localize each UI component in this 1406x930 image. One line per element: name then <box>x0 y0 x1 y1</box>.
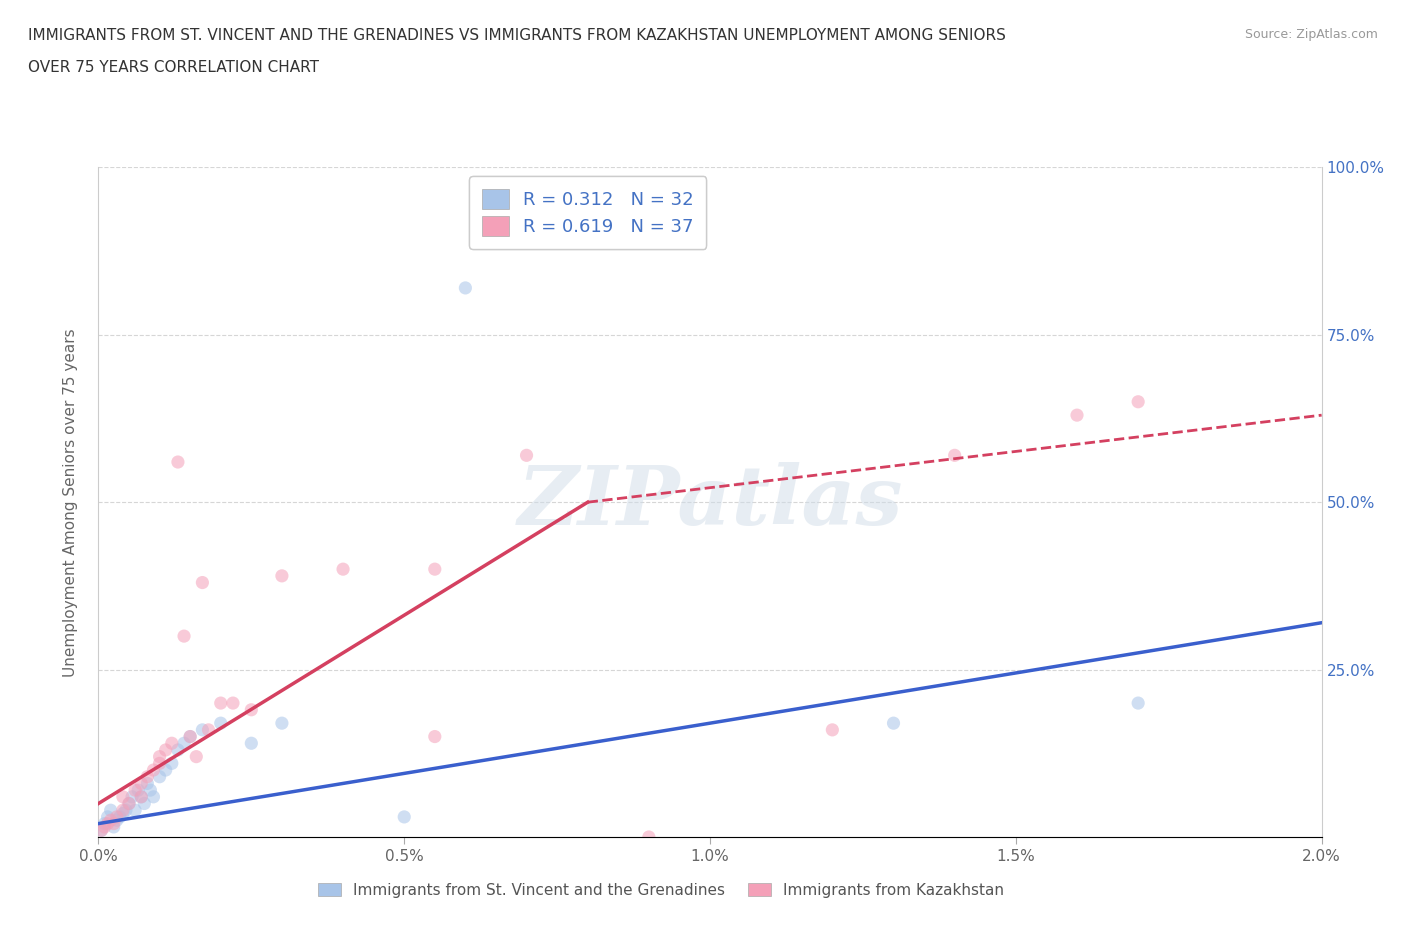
Point <box>186 750 208 764</box>
Point <box>821 723 844 737</box>
Point <box>943 448 966 463</box>
Point <box>191 723 214 737</box>
Legend: R = 0.312   N = 32, R = 0.619   N = 37: R = 0.312 N = 32, R = 0.619 N = 37 <box>470 177 706 248</box>
Point <box>173 736 195 751</box>
Point <box>332 562 354 577</box>
Point <box>240 736 263 751</box>
Point <box>100 813 122 828</box>
Point <box>129 790 152 804</box>
Point <box>115 803 138 817</box>
Point <box>883 716 905 731</box>
Point <box>124 783 146 798</box>
Point <box>136 776 159 790</box>
Point <box>121 790 143 804</box>
Point <box>423 562 446 577</box>
Point <box>270 568 294 583</box>
Point <box>149 756 172 771</box>
Point <box>100 803 122 817</box>
Point <box>134 796 156 811</box>
Point <box>111 790 134 804</box>
Point <box>516 448 538 463</box>
Point <box>179 729 201 744</box>
Point <box>103 819 125 834</box>
Point <box>111 806 134 821</box>
Point <box>209 716 232 731</box>
Point <box>209 696 232 711</box>
Point <box>97 817 120 831</box>
Point <box>90 823 112 838</box>
Point <box>637 830 661 844</box>
Point <box>270 716 294 731</box>
Point <box>129 776 152 790</box>
Point <box>392 809 416 824</box>
Point <box>423 729 446 744</box>
Point <box>142 763 165 777</box>
Y-axis label: Unemployment Among Seniors over 75 years: Unemployment Among Seniors over 75 years <box>63 328 77 676</box>
Point <box>97 809 120 824</box>
Point <box>454 281 477 296</box>
Point <box>191 575 214 590</box>
Text: IMMIGRANTS FROM ST. VINCENT AND THE GRENADINES VS IMMIGRANTS FROM KAZAKHSTAN UNE: IMMIGRANTS FROM ST. VINCENT AND THE GREN… <box>28 28 1007 43</box>
Point <box>142 790 165 804</box>
Point <box>160 756 183 771</box>
Text: OVER 75 YEARS CORRELATION CHART: OVER 75 YEARS CORRELATION CHART <box>28 60 319 75</box>
Legend: Immigrants from St. Vincent and the Grenadines, Immigrants from Kazakhstan: Immigrants from St. Vincent and the Gren… <box>312 876 1010 904</box>
Point <box>155 742 177 757</box>
Point <box>240 702 263 717</box>
Point <box>108 809 131 824</box>
Point <box>167 455 190 470</box>
Point <box>179 729 201 744</box>
Point <box>105 813 128 828</box>
Point <box>173 629 195 644</box>
Point <box>1128 696 1150 711</box>
Point <box>118 796 141 811</box>
Point <box>93 819 115 834</box>
Point <box>1066 407 1088 422</box>
Point <box>149 750 172 764</box>
Point <box>90 823 112 838</box>
Point <box>197 723 219 737</box>
Point <box>160 736 183 751</box>
Point <box>149 769 172 784</box>
Point <box>129 790 152 804</box>
Point <box>139 783 162 798</box>
Text: Source: ZipAtlas.com: Source: ZipAtlas.com <box>1244 28 1378 41</box>
Point <box>167 742 190 757</box>
Point <box>222 696 245 711</box>
Point <box>105 809 128 824</box>
Point <box>136 769 159 784</box>
Point <box>103 817 125 831</box>
Point <box>118 796 141 811</box>
Text: ZIPatlas: ZIPatlas <box>517 462 903 542</box>
Point <box>1128 394 1150 409</box>
Point <box>127 783 149 798</box>
Point <box>124 803 146 817</box>
Point <box>111 803 134 817</box>
Point <box>93 817 115 831</box>
Point <box>155 763 177 777</box>
